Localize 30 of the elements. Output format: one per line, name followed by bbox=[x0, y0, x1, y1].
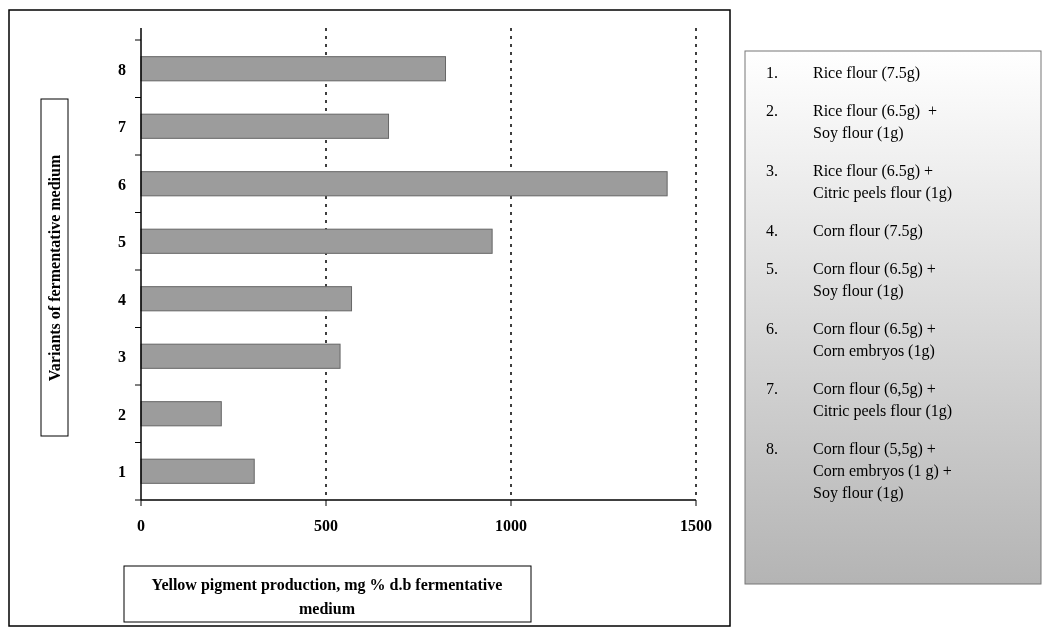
x-tick-label: 1000 bbox=[495, 517, 527, 534]
bar bbox=[140, 343, 341, 369]
bar bbox=[140, 228, 493, 254]
x-tick-label: 1500 bbox=[680, 517, 712, 534]
y-tick-label: 4 bbox=[118, 290, 126, 308]
text: 8. Corn flour (5,5g) + Corn embryos (1 g) + Soy flour (1g) bbox=[766, 440, 952, 501]
bar bbox=[140, 171, 668, 197]
text: 2. Rice flour (6.5g) + Soy flour (1g) bbox=[766, 102, 938, 141]
text: 7. Corn flour (6,5g) + Citric peels flour (1g) bbox=[766, 380, 953, 419]
y-tick-label: 1 bbox=[118, 463, 126, 481]
y-tick-label: 3 bbox=[118, 348, 126, 366]
y-tick-label: 6 bbox=[118, 175, 126, 193]
y-tick-label: 8 bbox=[118, 60, 126, 78]
y-axis-title: Variants of fermentative medium bbox=[46, 154, 63, 382]
text: 3. Rice flour (6.5g) + Citric peels flour (1g) bbox=[766, 162, 953, 201]
y-tick-label: 7 bbox=[118, 118, 126, 136]
x-axis-title: Yellow pigment production, mg % d.b fermentative medium bbox=[151, 576, 503, 617]
text: 1. Rice flour (7.5g) bbox=[766, 64, 921, 81]
bar bbox=[140, 113, 390, 139]
x-tick-label: 500 bbox=[314, 517, 338, 534]
text: 4. Corn flour (7.5g) bbox=[766, 222, 923, 239]
x-tick-label: 0 bbox=[137, 517, 145, 534]
bar bbox=[140, 56, 447, 82]
text: 6. Corn flour (6.5g) + Corn embryos (1g) bbox=[766, 320, 936, 359]
bar bbox=[140, 401, 222, 427]
y-tick-label: 5 bbox=[118, 233, 126, 251]
bar bbox=[140, 458, 255, 484]
bar bbox=[140, 286, 353, 312]
y-tick-label: 2 bbox=[118, 405, 126, 423]
text: 5. Corn flour (6.5g) + Soy flour (1g) bbox=[766, 260, 936, 299]
